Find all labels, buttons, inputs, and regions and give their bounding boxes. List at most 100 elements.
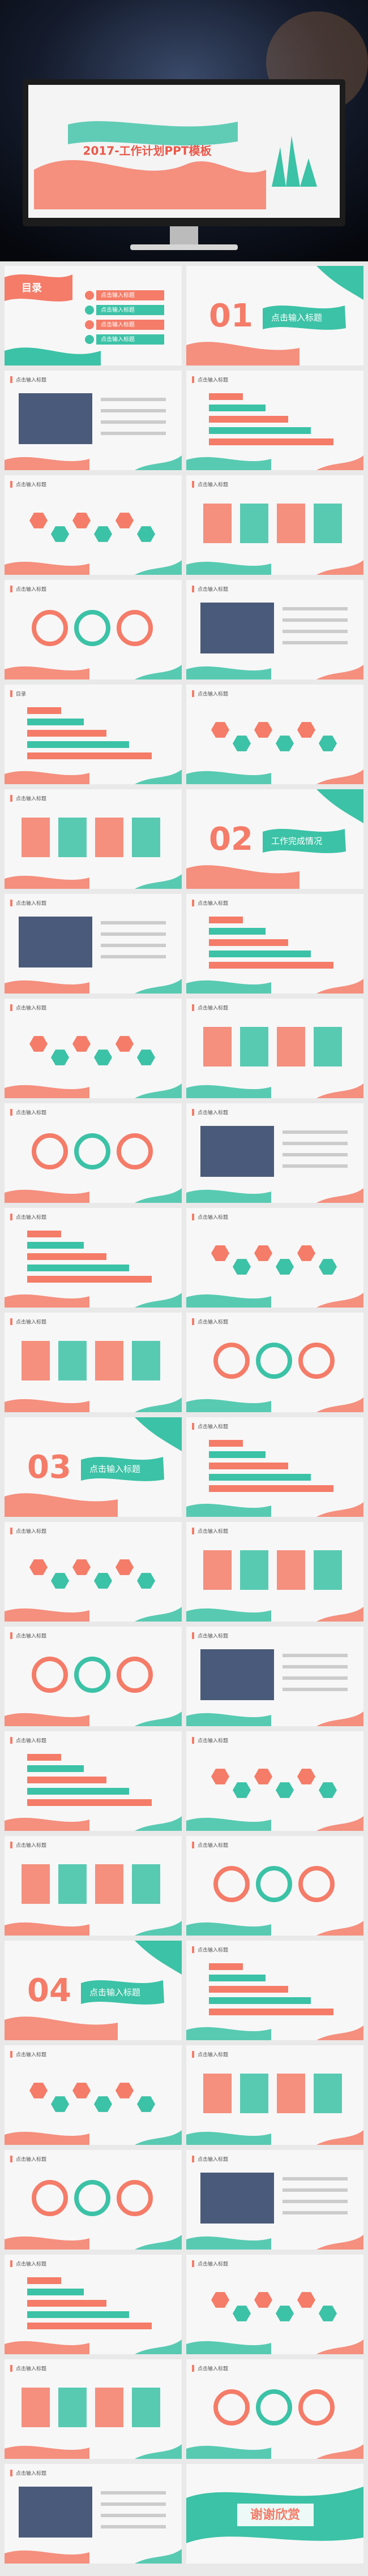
title-box xyxy=(237,2504,314,2526)
block xyxy=(240,1027,268,1066)
picture xyxy=(200,603,274,653)
hexagon xyxy=(115,513,134,528)
slide-title: 点击输入标题 xyxy=(198,1842,228,1849)
slide-title: 点击输入标题 xyxy=(198,1214,228,1221)
end-title: 谢谢欣赏 xyxy=(250,2508,300,2522)
slide-title: 点击输入标题 xyxy=(198,481,228,488)
title-marker xyxy=(10,586,12,592)
hexagon xyxy=(29,1036,48,1052)
block xyxy=(240,1550,268,1590)
slide-title: 点击输入标题 xyxy=(16,1738,46,1744)
slide: 点击输入标题 xyxy=(186,2359,363,2459)
brush xyxy=(186,457,271,470)
ring xyxy=(298,1343,335,1379)
bar-block xyxy=(27,1765,84,1772)
brush xyxy=(316,1397,363,1412)
hexagon xyxy=(51,2096,69,2112)
block xyxy=(58,818,87,857)
brush xyxy=(5,980,89,994)
brush xyxy=(135,1711,182,1726)
slide: 点击输入标题 xyxy=(5,1313,182,1412)
toc-item: 点击输入标题 xyxy=(101,336,135,343)
slide: 03 点击输入标题 xyxy=(5,1417,182,1517)
slide-title: 点击输入标题 xyxy=(198,377,228,384)
block xyxy=(22,1341,50,1381)
title-marker xyxy=(192,1318,194,1325)
toc-item: 点击输入标题 xyxy=(101,291,135,299)
title-marker xyxy=(192,900,194,906)
block xyxy=(277,2074,305,2113)
slide-title: 点击输入标题 xyxy=(198,2366,228,2372)
slide: 点击输入标题 xyxy=(186,1313,363,1412)
block xyxy=(277,1550,305,1590)
brush xyxy=(316,1816,363,1831)
ring xyxy=(256,1343,292,1379)
block xyxy=(314,504,342,543)
hexagon xyxy=(72,1036,91,1052)
slide-title: 点击输入标题 xyxy=(198,1424,228,1430)
monitor-neck xyxy=(170,226,198,246)
hexagon xyxy=(276,2306,294,2321)
block xyxy=(132,2388,160,2427)
title-marker xyxy=(192,2051,194,2058)
slide-title: 点击输入标题 xyxy=(16,2470,46,2477)
bar-block xyxy=(27,1253,106,1260)
hexagon xyxy=(137,2096,155,2112)
title-marker xyxy=(192,376,194,383)
slide: 04 点击输入标题 xyxy=(5,1941,182,2040)
brush xyxy=(5,1189,89,1203)
title-marker xyxy=(10,1004,12,1011)
monitor-stand xyxy=(130,244,238,250)
hexagon xyxy=(297,722,315,738)
title-marker xyxy=(10,795,12,802)
block xyxy=(240,504,268,543)
brush xyxy=(316,560,363,575)
slide-background xyxy=(186,1731,363,1831)
bar-block xyxy=(209,1963,243,1970)
bar-block xyxy=(209,939,288,946)
slide: 点击输入标题 xyxy=(186,1731,363,1831)
hexagon xyxy=(51,526,69,542)
hexagon xyxy=(233,736,251,751)
brush xyxy=(5,347,101,365)
brush xyxy=(135,874,182,889)
bar-block xyxy=(27,1231,61,1237)
hexagon xyxy=(51,1573,69,1589)
brush xyxy=(135,1921,182,1936)
block xyxy=(203,2074,232,2113)
bar-block xyxy=(209,427,311,434)
brush xyxy=(5,771,89,784)
toc-bar xyxy=(96,290,164,300)
hexagon xyxy=(276,736,294,751)
title-marker xyxy=(192,1004,194,1011)
brush xyxy=(316,1711,363,1726)
slide-title: 点击输入标题 xyxy=(16,795,46,802)
ring xyxy=(117,1133,153,1169)
brush xyxy=(5,1493,118,1517)
text-line xyxy=(101,432,166,435)
hexagon xyxy=(297,1245,315,1261)
bar-block xyxy=(209,2009,333,2015)
text-line xyxy=(283,1654,348,1657)
brush xyxy=(316,266,363,300)
bar-block xyxy=(27,1265,129,1271)
hexagon xyxy=(72,513,91,528)
text-line xyxy=(283,607,348,610)
hexagon xyxy=(29,2083,48,2098)
block xyxy=(58,1341,87,1381)
toc-bar xyxy=(96,305,164,315)
slide-title: 点击输入标题 xyxy=(198,1738,228,1744)
ring xyxy=(117,610,153,646)
toc-bullet xyxy=(85,291,94,300)
brush xyxy=(135,665,182,680)
brush xyxy=(135,979,182,994)
title-marker xyxy=(10,1109,12,1116)
slide: 点击输入标题 xyxy=(5,1522,182,1622)
title-marker xyxy=(10,1842,12,1848)
hexagon xyxy=(115,1036,134,1052)
block xyxy=(95,818,123,857)
brush xyxy=(135,1607,182,1622)
slide-background xyxy=(186,1836,363,1936)
